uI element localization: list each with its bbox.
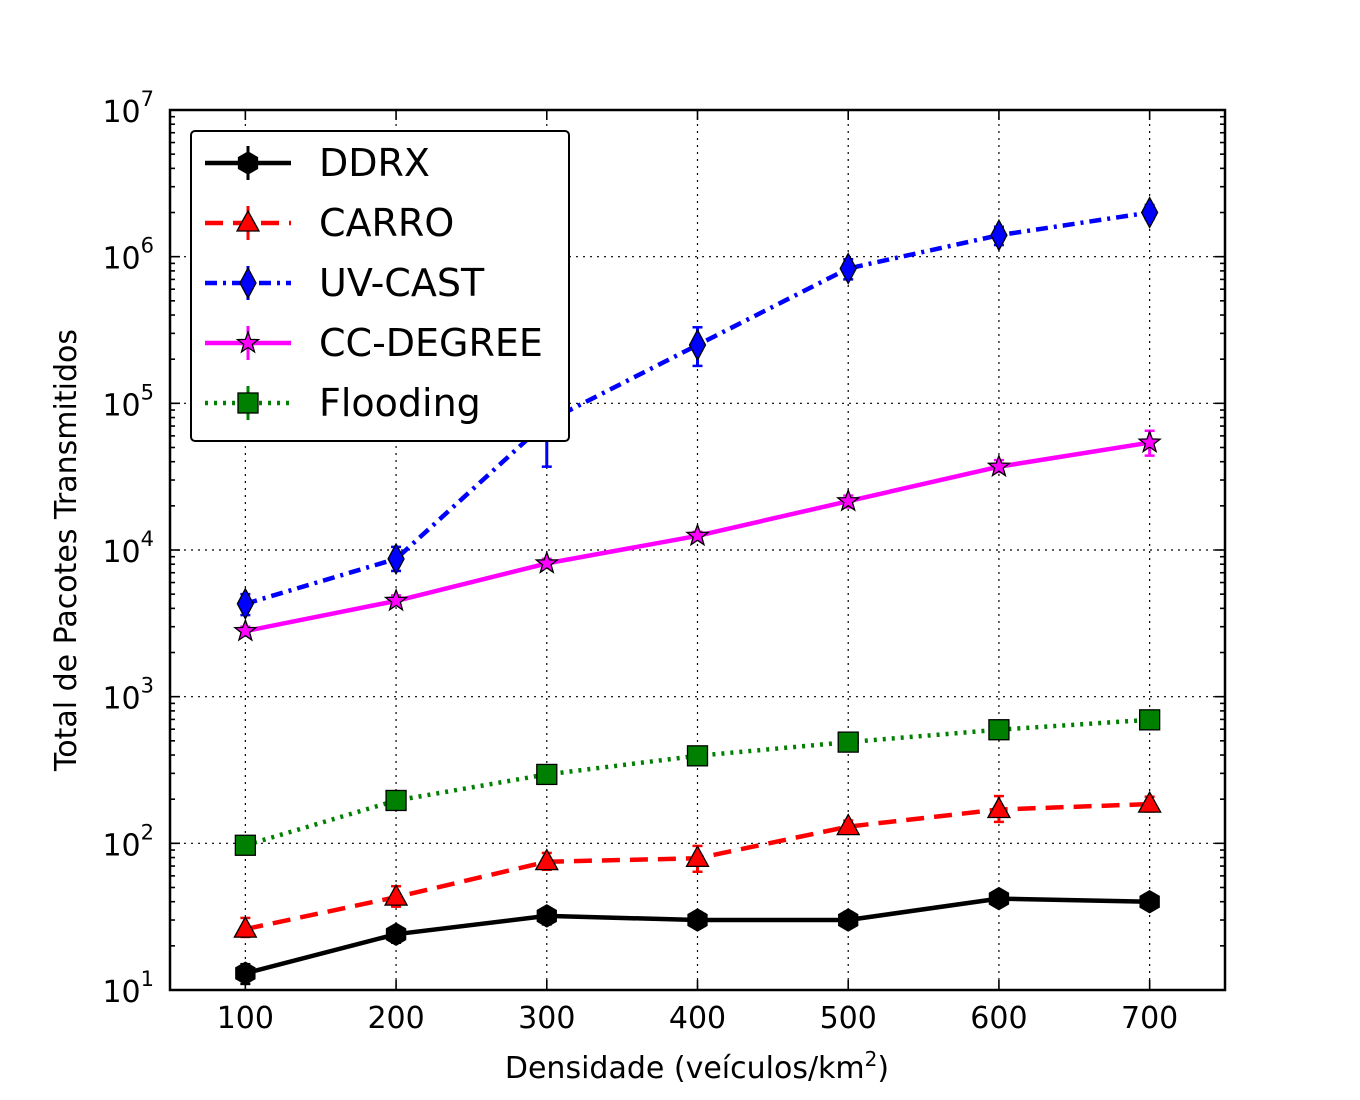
data-point-cc-degree — [534, 550, 560, 574]
data-point-carro — [836, 813, 861, 836]
y-axis-label: Total de Pacotes Transmitidos — [49, 329, 84, 772]
data-point-ddrx — [988, 886, 1010, 911]
legend: DDRX CARRO UV-CAST CC-DEGREE Flooding — [190, 130, 570, 442]
data-point-carro — [685, 844, 710, 867]
y-tick-label: 101 — [102, 967, 154, 1010]
legend-marker-ddrx — [237, 151, 259, 175]
data-point-ddrx — [838, 908, 859, 932]
x-tick-label: 100 — [217, 1001, 274, 1036]
legend-marker-cc-degree — [235, 330, 261, 354]
y-tick-label-exponent: 1 — [141, 967, 154, 991]
data-point-uv-cast — [688, 328, 707, 362]
legend-marker-carro — [235, 209, 261, 232]
data-point-carro — [383, 883, 409, 906]
ticks: 100 200 300 400 500 600 7001011021031041051061… — [102, 87, 1225, 1036]
data-point-ddrx — [1139, 889, 1160, 914]
data-point-cc-degree — [1137, 429, 1162, 454]
legend-label-cc-degree: CC-DEGREE — [319, 321, 543, 365]
x-tick-label: 200 — [367, 1001, 424, 1036]
series-carro — [233, 790, 1162, 939]
y-tick-label-base: 10 — [102, 95, 140, 130]
data-point-ddrx — [536, 904, 557, 928]
legend-label-ddrx: DDRX — [319, 141, 430, 185]
legend-label-uv-cast: UV-CAST — [319, 261, 485, 305]
y-tick-label-exponent: 5 — [141, 380, 154, 404]
legend-entry-uv-cast: UV-CAST — [205, 261, 485, 305]
series-ddrx — [235, 886, 1160, 986]
x-tick-label: 700 — [1121, 1001, 1178, 1036]
data-point-cc-degree — [986, 453, 1012, 478]
y-tick-label-base: 10 — [102, 535, 140, 570]
x-tick-label: 300 — [518, 1001, 575, 1036]
y-tick-label-exponent: 4 — [141, 527, 154, 551]
series-uv-cast — [236, 196, 1159, 621]
legend-marker-flooding — [237, 392, 259, 414]
x-tick-label: 600 — [970, 1001, 1027, 1036]
data-point-carro — [1137, 790, 1162, 813]
series-layer — [233, 196, 1162, 986]
data-point-uv-cast — [387, 542, 405, 576]
legend-entry-ddrx: DDRX — [205, 141, 430, 185]
data-point-flooding — [234, 834, 257, 856]
x-axis-label: Densidade (veículos/km2) — [505, 1047, 889, 1086]
data-point-ddrx — [687, 908, 708, 932]
data-point-cc-degree — [233, 618, 258, 642]
data-point-flooding — [837, 731, 859, 753]
data-point-ddrx — [385, 922, 407, 946]
data-point-flooding — [988, 719, 1010, 741]
series-cc-degree — [233, 429, 1162, 642]
y-tick-label: 102 — [102, 820, 154, 863]
y-tick-label-exponent: 3 — [141, 674, 154, 698]
legend-entry-cc-degree: CC-DEGREE — [205, 321, 543, 365]
legend-entry-carro: CARRO — [205, 201, 454, 245]
data-point-carro — [534, 848, 559, 871]
data-point-uv-cast — [839, 252, 857, 285]
y-tick-label-base: 10 — [102, 975, 140, 1010]
data-point-flooding — [536, 763, 558, 786]
data-point-cc-degree — [835, 488, 861, 512]
x-axis-label-main: Densidade (veículos/km — [505, 1051, 865, 1086]
series-flooding — [234, 709, 1161, 856]
x-axis-label-superscript: 2 — [865, 1047, 878, 1071]
data-point-flooding — [1138, 709, 1161, 731]
data-point-flooding — [385, 789, 407, 812]
y-tick-label: 106 — [102, 234, 154, 277]
y-tick-label: 105 — [102, 380, 154, 423]
data-point-uv-cast — [990, 218, 1008, 252]
data-point-carro — [986, 796, 1012, 819]
y-tick-label: 103 — [102, 674, 154, 717]
data-point-uv-cast — [236, 587, 255, 621]
y-tick-label-base: 10 — [102, 242, 140, 277]
y-tick-label-base: 10 — [102, 388, 140, 423]
y-tick-label-exponent: 7 — [141, 87, 154, 111]
legend-marker-uv-cast — [239, 266, 257, 300]
x-axis-label-close: ) — [877, 1051, 889, 1086]
y-tick-label-base: 10 — [102, 682, 140, 717]
data-point-flooding — [686, 745, 709, 767]
x-tick-label: 400 — [669, 1001, 726, 1036]
legend-label-carro: CARRO — [319, 201, 454, 245]
data-point-cc-degree — [685, 522, 710, 547]
y-tick-label-exponent: 6 — [141, 234, 154, 258]
y-tick-label-exponent: 2 — [141, 820, 154, 844]
data-point-cc-degree — [383, 587, 409, 612]
legend-box — [190, 130, 570, 442]
y-tick-label-base: 10 — [102, 828, 140, 863]
y-tick-label: 104 — [102, 527, 154, 570]
data-point-uv-cast — [1140, 196, 1159, 229]
y-tick-label: 107 — [102, 87, 154, 130]
legend-label-flooding: Flooding — [319, 381, 481, 425]
data-point-carro — [233, 915, 258, 938]
legend-entry-flooding: Flooding — [205, 381, 481, 425]
x-tick-label: 500 — [820, 1001, 877, 1036]
